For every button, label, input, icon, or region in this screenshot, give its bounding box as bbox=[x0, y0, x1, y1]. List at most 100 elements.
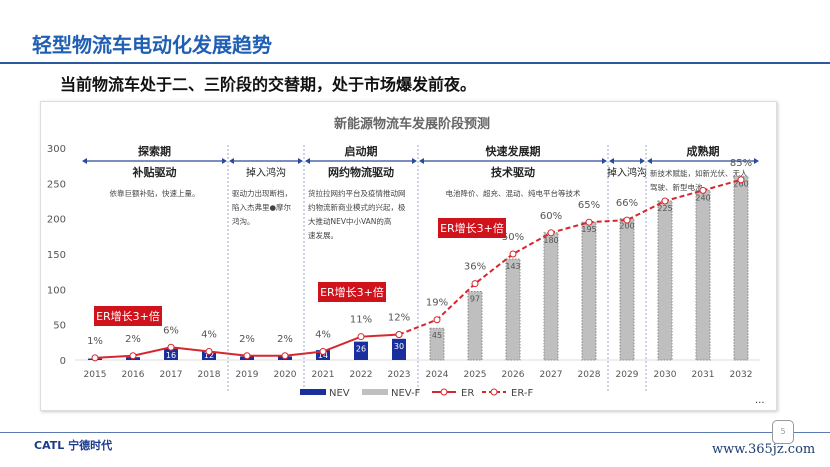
bar-value-label: 143 bbox=[505, 262, 520, 271]
y-tick-label: 50 bbox=[53, 321, 66, 332]
page-number: 5 bbox=[772, 420, 794, 444]
er-value-label: 4% bbox=[315, 330, 331, 341]
line-marker bbox=[585, 218, 593, 226]
phase-driver: 网约物流驱动 bbox=[328, 165, 394, 179]
bar-nev-f bbox=[429, 327, 445, 361]
line-marker bbox=[699, 186, 707, 194]
bar-nev bbox=[164, 348, 178, 360]
bar-value-label: 180 bbox=[543, 236, 558, 245]
legend-label: ER-F bbox=[511, 388, 533, 399]
title-divider bbox=[0, 62, 830, 64]
y-tick-label: 250 bbox=[47, 179, 66, 190]
phase-description: 陷入杰弗里●摩尔 bbox=[232, 202, 292, 212]
x-tick-label: 2027 bbox=[540, 370, 563, 380]
phase-description: 新技术赋能，如新光伏、无人 bbox=[650, 168, 748, 178]
bar-nev-f bbox=[505, 258, 521, 361]
chart-title: 新能源物流车发展阶段预测 bbox=[334, 116, 490, 132]
bar-value-label: 14 bbox=[318, 351, 328, 360]
er-value-label: 1% bbox=[87, 336, 103, 347]
phase-name: 快速发展期 bbox=[485, 144, 541, 158]
phase-driver: 技术驱动 bbox=[491, 165, 535, 179]
line-er-f bbox=[398, 178, 742, 336]
phase-description: 驾驶、新型电池 bbox=[650, 182, 703, 192]
line-marker bbox=[319, 348, 327, 356]
line-marker bbox=[243, 352, 251, 360]
er-value-label: 50% bbox=[502, 232, 524, 243]
phase-description: 依靠巨额补贴，快速上量。 bbox=[110, 188, 200, 198]
x-tick-label: 2022 bbox=[350, 370, 373, 380]
chart-frame bbox=[40, 101, 777, 411]
x-tick-label: 2031 bbox=[692, 370, 715, 380]
bar-value-label: 195 bbox=[581, 225, 596, 234]
phase-description: 大推动NEV中小VAN的高 bbox=[308, 216, 392, 226]
x-tick-label: 2024 bbox=[426, 370, 449, 380]
bar-value-label: 26 bbox=[356, 345, 366, 354]
line-marker bbox=[623, 216, 631, 224]
bar-value-label: 240 bbox=[695, 193, 710, 202]
bar-nev bbox=[354, 341, 368, 360]
callout-text: ER增长3+倍 bbox=[320, 285, 384, 299]
er-value-label: 65% bbox=[578, 200, 600, 211]
bar-value-label: 16 bbox=[166, 351, 176, 360]
y-tick-label: 0 bbox=[60, 356, 66, 367]
bar-nev-f bbox=[467, 290, 483, 361]
phase-name: 启动期 bbox=[345, 144, 378, 158]
er-value-label: 2% bbox=[239, 334, 255, 345]
bar-nev bbox=[316, 350, 330, 360]
y-tick-label: 200 bbox=[47, 215, 66, 226]
callout-text: ER增长3+倍 bbox=[96, 309, 160, 323]
x-tick-label: 2025 bbox=[464, 370, 487, 380]
er-value-label: 85% bbox=[730, 158, 752, 169]
line-marker bbox=[433, 316, 441, 324]
phase-name: 探索期 bbox=[138, 144, 171, 158]
phase-description: 约物流新商业模式的兴起，极 bbox=[308, 202, 406, 212]
line-marker bbox=[281, 352, 289, 360]
catl-logo: CATL 宁德时代 bbox=[34, 439, 113, 452]
bar-nev bbox=[202, 351, 216, 360]
bar-nev-f bbox=[581, 221, 597, 361]
er-value-label: 11% bbox=[350, 315, 372, 326]
er-value-label: 12% bbox=[388, 313, 410, 324]
page-title: 轻型物流车电动化发展趋势 bbox=[32, 33, 272, 57]
line-marker bbox=[509, 250, 517, 258]
subtitle: 当前物流车处于二、三阶段的交替期，处于市场爆发前夜。 bbox=[60, 75, 477, 94]
bar-value-label: 225 bbox=[657, 204, 672, 213]
x-tick-label: 2023 bbox=[388, 370, 411, 380]
er-value-label: 6% bbox=[163, 325, 179, 336]
x-tick-label: 2017 bbox=[160, 370, 183, 380]
bar-value-label: 200 bbox=[619, 222, 634, 231]
footer-divider bbox=[0, 432, 830, 433]
bar-nev-f bbox=[543, 232, 559, 361]
line-marker bbox=[205, 348, 213, 356]
line-marker bbox=[661, 197, 669, 205]
bar-value-label: 12 bbox=[204, 351, 214, 360]
x-tick-label: 2015 bbox=[84, 370, 107, 380]
line-marker bbox=[167, 343, 175, 351]
phase-driver: 补贴驱动 bbox=[132, 165, 177, 179]
x-tick-label: 2019 bbox=[236, 370, 259, 380]
callout-box bbox=[438, 218, 506, 238]
line-marker bbox=[129, 352, 137, 360]
phase-description: 速发展。 bbox=[308, 230, 338, 240]
phase-driver: 掉入鸿沟 bbox=[246, 166, 286, 179]
x-tick-label: 2028 bbox=[578, 370, 601, 380]
bar-nev-f bbox=[695, 189, 711, 361]
more-icon[interactable]: ... bbox=[755, 395, 765, 406]
legend-marker bbox=[440, 388, 448, 396]
line-marker bbox=[91, 354, 99, 362]
bar-nev-f bbox=[619, 218, 635, 361]
bar-nev bbox=[392, 338, 406, 360]
legend-label: NEV bbox=[329, 388, 350, 399]
phase-description: 电池降价、超充、混动、纯电平台等技术 bbox=[446, 188, 581, 198]
x-tick-label: 2020 bbox=[274, 370, 297, 380]
callout-box bbox=[318, 282, 386, 302]
line-marker bbox=[471, 280, 479, 288]
x-tick-label: 2026 bbox=[502, 370, 525, 380]
er-value-label: 66% bbox=[616, 198, 638, 209]
phase-driver: 掉入鸿沟 bbox=[607, 166, 647, 179]
er-value-label: 36% bbox=[464, 262, 486, 273]
y-tick-label: 100 bbox=[47, 285, 66, 296]
line-marker bbox=[547, 229, 555, 237]
phase-description: 鸿沟。 bbox=[232, 216, 255, 226]
